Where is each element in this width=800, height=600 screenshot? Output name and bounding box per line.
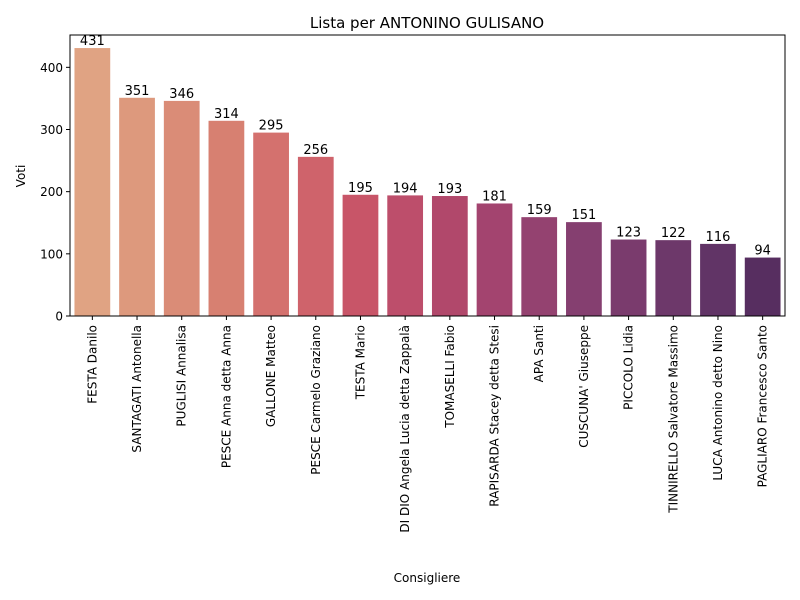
y-axis-label: Voti [14, 165, 28, 188]
bar [610, 239, 647, 316]
x-tick-label: DI DIO Angela Lucia detta Zappalà [398, 325, 412, 533]
y-tick-label: 300 [40, 123, 63, 137]
chart-title: Lista per ANTONINO GULISANO [310, 14, 544, 32]
x-tick-label: PUGLISI Annalisa [175, 325, 189, 427]
bar-value-label: 194 [393, 181, 418, 196]
bar-value-label: 123 [616, 226, 641, 241]
bar [253, 132, 289, 316]
bar-value-label: 193 [437, 182, 462, 197]
x-tick-label: PICCOLO Lidia [622, 325, 636, 410]
bar-value-label: 314 [214, 107, 239, 122]
bar [74, 48, 111, 317]
bars-group [74, 48, 781, 317]
bar [297, 156, 334, 316]
y-tick-label: 0 [55, 310, 63, 324]
bar-value-label: 116 [706, 230, 731, 245]
x-tick-label: LUCA Antonino detto Nino [711, 325, 725, 481]
bar-value-label: 431 [80, 34, 105, 49]
x-axis-label: Consigliere [394, 571, 461, 585]
bar-value-label: 94 [754, 244, 771, 259]
y-axis: 0 100 200 300 400 [40, 61, 70, 324]
x-tick-label: TESTA Mario [353, 325, 367, 400]
bar [431, 196, 468, 316]
bar [342, 194, 379, 316]
bar [387, 195, 424, 316]
x-tick-label: FESTA Danilo [85, 325, 99, 404]
x-tick-label: RAPISARDA Stacey detta Stesi [488, 325, 502, 507]
x-tick-label: TOMASELLI Fabio [443, 325, 457, 429]
bar-value-label: 351 [125, 84, 150, 99]
bar [744, 257, 781, 316]
bar-value-label: 195 [348, 181, 373, 196]
bar-value-label: 295 [259, 119, 284, 134]
x-tick-label: CUSCUNA' Giuseppe [577, 325, 591, 448]
bar [476, 203, 513, 316]
bar [163, 100, 200, 317]
x-tick-label: TINNIRELLO Salvatore Massimo [666, 325, 680, 514]
x-tick-label: PESCE Anna detta Anna [219, 325, 233, 468]
x-tick-label: APA Santi [532, 325, 546, 382]
x-tick-label: PAGLIARO Francesco Santo [756, 325, 770, 487]
bar [521, 217, 558, 316]
bar-value-label: 122 [661, 226, 686, 241]
x-tick-label: SANTAGATI Antonella [130, 325, 144, 453]
y-tick-label: 100 [40, 247, 63, 261]
bar-value-label: 256 [303, 143, 328, 158]
bar [700, 243, 736, 316]
x-tick-label: PESCE Carmelo Graziano [309, 325, 323, 475]
bar [119, 97, 155, 316]
bar-value-label: 151 [571, 208, 596, 223]
bar-value-label: 346 [169, 87, 194, 102]
y-tick-label: 200 [40, 185, 63, 199]
value-labels-group: 431 351 346 314 295 256 195 194 193 181 159 151 123 1… [80, 34, 771, 259]
x-tick-label: GALLONE Matteo [264, 325, 278, 427]
bar-value-label: 159 [527, 203, 552, 218]
y-tick-label: 400 [40, 61, 63, 75]
bar-value-label: 181 [482, 189, 507, 204]
bar [655, 240, 692, 316]
bar [566, 222, 602, 316]
x-axis: FESTA Danilo SANTAGATI Antonella PUGLISI A… [85, 316, 770, 533]
plot-frame [69, 34, 786, 317]
bar [208, 120, 245, 316]
